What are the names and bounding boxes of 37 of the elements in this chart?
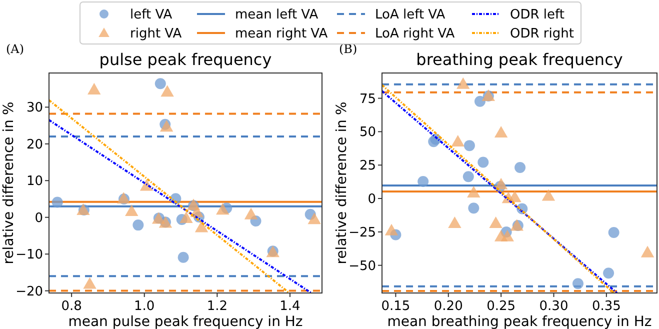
x-axis-title: mean breathing peak frequency in Hz	[387, 314, 652, 329]
y-tick-label: −20	[16, 284, 43, 300]
y-axis-title: relative difference in %	[334, 102, 350, 264]
y-tick-label: 0	[368, 192, 376, 208]
legend-label: ODR right	[510, 26, 574, 42]
legend-label: LoA right VA	[375, 26, 455, 42]
y-tick-label: 0	[34, 210, 43, 226]
legend-label: ODR left	[510, 8, 564, 22]
y-tick-label: 50	[359, 125, 376, 140]
y-axis-title: relative difference in %	[1, 102, 17, 264]
x-tick-label: 0.30	[539, 299, 568, 314]
chart-title: pulse peak frequency	[99, 50, 272, 69]
y-tick-label: 75	[359, 92, 376, 107]
x-tick-label: 1.4	[280, 299, 300, 314]
y-tick-label: 30	[26, 100, 43, 116]
legend-label: right VA	[130, 26, 182, 42]
legend-label: left VA	[130, 8, 172, 22]
text: (B)	[339, 42, 358, 56]
chart-title: breathing peak frequency	[416, 50, 623, 69]
y-tick-label: −25	[348, 225, 376, 240]
x-tick-label: 0.15	[381, 299, 410, 314]
x-tick-label: 0.35	[592, 299, 621, 314]
legend-label: mean left VA	[235, 8, 318, 22]
x-axis-title: mean pulse peak frequency in Hz	[68, 314, 303, 329]
x-tick-label: 0.20	[434, 299, 463, 314]
x-tick-label: 1.0	[134, 299, 155, 314]
y-tick-label: −10	[16, 248, 43, 263]
y-tick-label: 10	[26, 174, 43, 190]
y-tick-label: 20	[26, 137, 43, 152]
text: (A)	[6, 42, 24, 56]
x-tick-label: 0.8	[61, 299, 82, 314]
legend-label: mean right VA	[235, 26, 328, 42]
y-tick-label: −50	[348, 258, 376, 274]
y-tick-label: 25	[359, 158, 376, 174]
x-tick-label: 1.2	[206, 299, 228, 314]
x-tick-label: 0.25	[486, 299, 516, 314]
legend-label: LoA left VA	[375, 8, 446, 22]
